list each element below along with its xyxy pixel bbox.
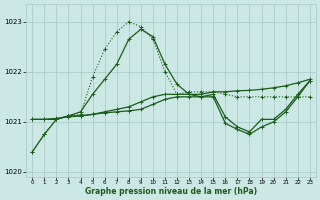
X-axis label: Graphe pression niveau de la mer (hPa): Graphe pression niveau de la mer (hPa): [85, 187, 257, 196]
